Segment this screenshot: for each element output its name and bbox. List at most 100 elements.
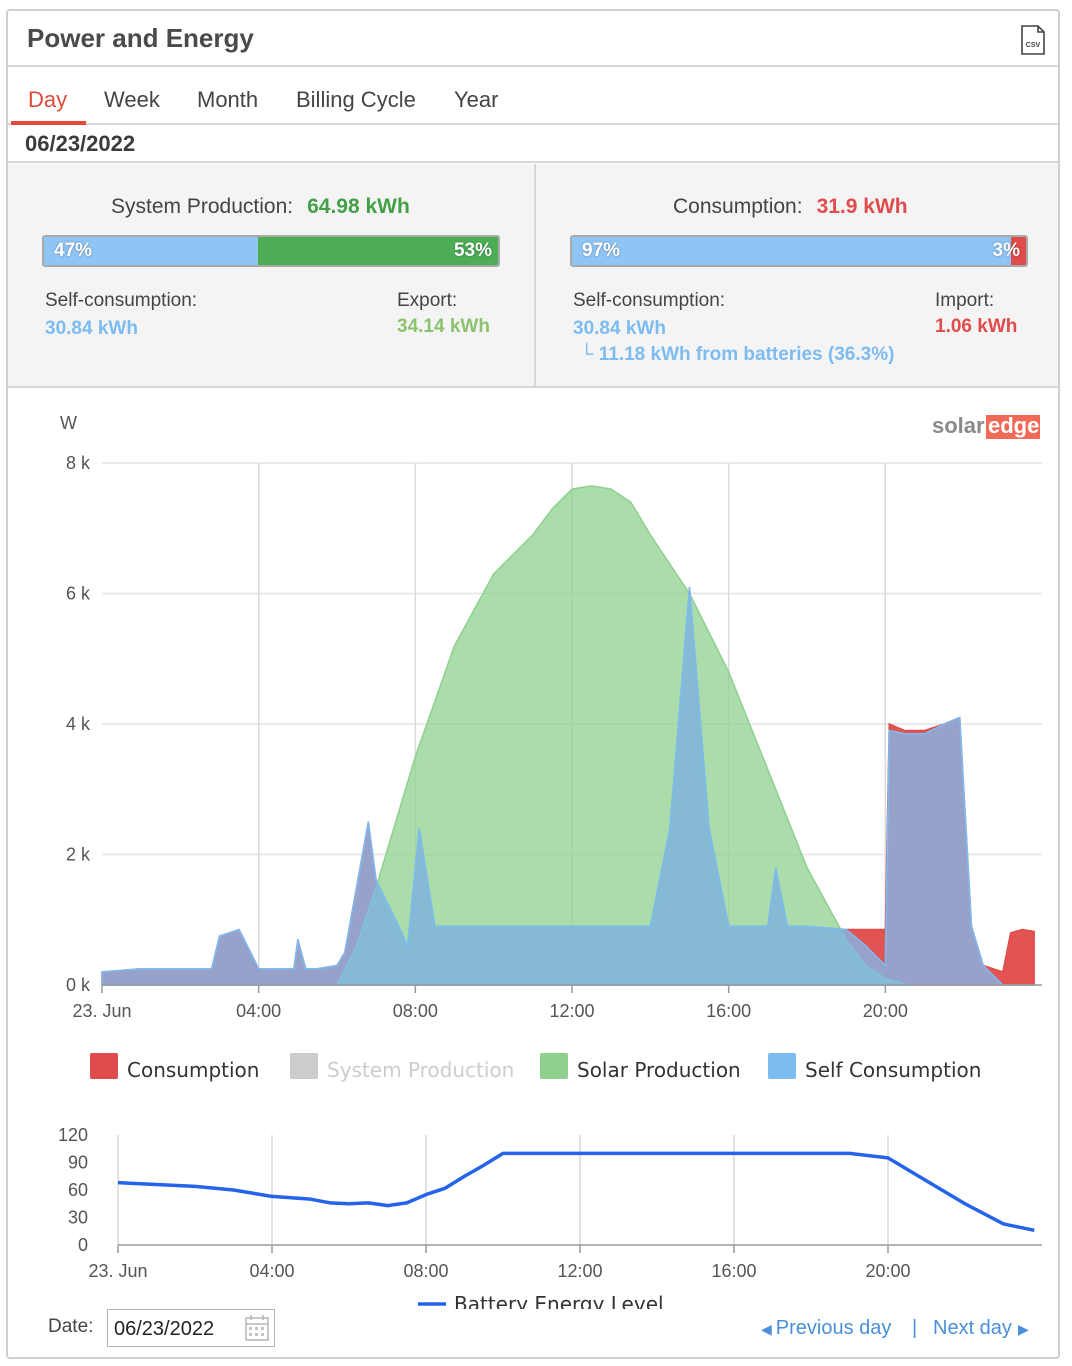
previous-day-link[interactable]: ◀ Previous day (761, 1317, 891, 1340)
battery-y-tick-label: 60 (68, 1180, 88, 1200)
main-y-tick-label: 0 k (66, 975, 91, 995)
battery-y-tick-label: 120 (58, 1125, 88, 1145)
date-picker-label: Date: (48, 1316, 94, 1337)
tab-billing-cycle[interactable]: Billing Cycle (296, 87, 416, 112)
consumption-value: 31.9 kWh (816, 195, 908, 218)
main-chart-legend: Consumption System Production Solar Produc… (90, 1053, 981, 1082)
consumption-import-pct: 3% (992, 240, 1020, 261)
main-chart-areas (101, 485, 1035, 986)
logo-edge-background (986, 415, 1040, 439)
consumption-self-segment: 97% (572, 237, 1011, 265)
consumption-bar: 97% 3% (570, 235, 1028, 267)
battery-chart-line (117, 1151, 1035, 1233)
main-y-tick-label: 2 k (66, 845, 91, 865)
battery-note: └ 11.18 kWh from batteries (36.3%) (580, 344, 894, 366)
consumption-self-value: 30.84 kWh (573, 318, 666, 339)
tab-month[interactable]: Month (197, 87, 259, 112)
consumption-self-label: Self-consumption: (573, 290, 726, 311)
battery-x-tick-label: 08:00 (403, 1261, 448, 1281)
panel-title: Power and Energy (27, 23, 254, 53)
consumption-label: Consumption: (673, 195, 803, 218)
power-charts-svg: solar edge W 0 k 2 k 4 k 6 k 8 k 23. Jun 04:0… (58, 413, 1042, 1316)
main-x-tick-label: 08:00 (393, 1001, 438, 1021)
battery-chart-legend: Battery Energy Level (418, 1292, 664, 1316)
logo-part-solar: solar (932, 413, 985, 438)
export-label: Export: (397, 290, 458, 311)
production-self-segment: 47% (44, 237, 258, 265)
main-y-tick-label: 4 k (66, 714, 91, 734)
production-value: 64.98 kWh (307, 195, 410, 218)
battery-note-text: 11.18 kWh from batteries (36.3%) (598, 344, 895, 365)
logo-part-edge: edge (988, 413, 1039, 438)
main-x-tick-label: 20:00 (863, 1001, 908, 1021)
tab-week[interactable]: Week (104, 87, 160, 112)
consumption-title: Consumption: 31.9 kWh (673, 195, 908, 219)
legend-item-battery-energy-level[interactable]: Battery Energy Level (418, 1292, 664, 1316)
csv-file-icon[interactable]: CSV (1020, 25, 1046, 55)
export-value: 34.14 kWh (397, 316, 490, 337)
battery-x-tick-label: 04:00 (249, 1261, 294, 1281)
branch-glyph: └ (580, 344, 594, 365)
legend-swatch (768, 1053, 796, 1079)
battery-x-tick-label: 20:00 (865, 1261, 910, 1281)
battery-x-tick-label: 12:00 (557, 1261, 602, 1281)
legend-label: Consumption (127, 1058, 259, 1082)
legend-swatch (90, 1053, 118, 1079)
battery-y-tick-label: 0 (78, 1235, 88, 1255)
legend-label: System Production (327, 1058, 514, 1082)
battery-level-line (117, 1151, 1035, 1233)
production-label: System Production: (111, 195, 294, 218)
legend-item-solar-production[interactable]: Solar Production (540, 1053, 741, 1082)
battery-legend-label: Battery Energy Level (454, 1292, 664, 1309)
date-row: 06/23/2022 (8, 127, 1058, 163)
import-value: 1.06 kWh (935, 316, 1018, 337)
legend-label: Self Consumption (805, 1058, 981, 1082)
main-x-tick-label: 12:00 (549, 1001, 594, 1021)
next-day-label: Next day (933, 1317, 1012, 1339)
calendar-icon[interactable] (244, 1314, 270, 1342)
battery-x-tick-label: 23. Jun (88, 1261, 147, 1281)
battery-y-tick-label: 30 (68, 1208, 88, 1228)
battery-chart-axis: 23. Jun 04:00 08:00 12:00 16:00 20:00 (88, 1244, 1042, 1281)
main-y-tick-label: 6 k (66, 584, 91, 604)
legend-label: Solar Production (577, 1058, 741, 1082)
production-export-segment: 53% (258, 237, 498, 265)
charts-area: solar edge W 0 k 2 k 4 k 6 k 8 k 23. Jun 04:0… (8, 389, 1058, 1357)
main-x-tick-label: 04:00 (236, 1001, 281, 1021)
chevron-left-icon: ◀ (761, 1321, 772, 1337)
svg-text:CSV: CSV (1026, 42, 1041, 49)
battery-x-tick-label: 16:00 (711, 1261, 756, 1281)
tab-day[interactable]: Day (28, 87, 68, 112)
main-chart-axis: 23. Jun 04:00 08:00 12:00 16:00 20:00 (72, 984, 1042, 1021)
power-energy-panel: Power and Energy CSV Day Week Month Bill… (6, 9, 1060, 1359)
legend-item-system-production[interactable]: System Production (290, 1053, 514, 1082)
production-title: System Production: 64.98 kWh (111, 195, 410, 219)
production-self-value: 30.84 kWh (45, 318, 138, 339)
area-solar-production (102, 485, 910, 986)
legend-swatch (290, 1053, 318, 1079)
solaredge-logo: solar edge (932, 413, 1040, 439)
legend-item-consumption[interactable]: Consumption (90, 1053, 259, 1082)
energy-summary: System Production: 64.98 kWh 47% 53% Self… (8, 164, 1058, 388)
area-self-consumption (101, 586, 1035, 986)
tab-year[interactable]: Year (454, 87, 499, 112)
production-bar: 47% 53% (42, 235, 500, 267)
battery-y-tick-label: 90 (68, 1153, 88, 1173)
summary-divider (534, 164, 536, 388)
legend-item-self-consumption[interactable]: Self Consumption (768, 1053, 981, 1082)
main-x-tick-label: 23. Jun (72, 1001, 131, 1021)
previous-day-label: Previous day (775, 1317, 892, 1339)
current-date: 06/23/2022 (25, 131, 136, 156)
panel-header: Power and Energy CSV (8, 11, 1058, 67)
production-self-label: Self-consumption: (45, 290, 198, 311)
battery-chart-grid: 0 30 60 90 120 (58, 1125, 889, 1255)
import-label: Import: (935, 290, 995, 311)
next-day-link[interactable]: Next day ▶ (933, 1317, 1029, 1340)
main-y-tick-label: 8 k (66, 453, 91, 473)
consumption-import-segment (1011, 237, 1026, 265)
nav-separator: | (912, 1317, 918, 1339)
y-axis-unit: W (60, 413, 77, 433)
legend-swatch (540, 1053, 568, 1079)
period-tabs: Day Week Month Billing Cycle Year (8, 69, 1058, 125)
main-x-tick-label: 16:00 (706, 1001, 751, 1021)
